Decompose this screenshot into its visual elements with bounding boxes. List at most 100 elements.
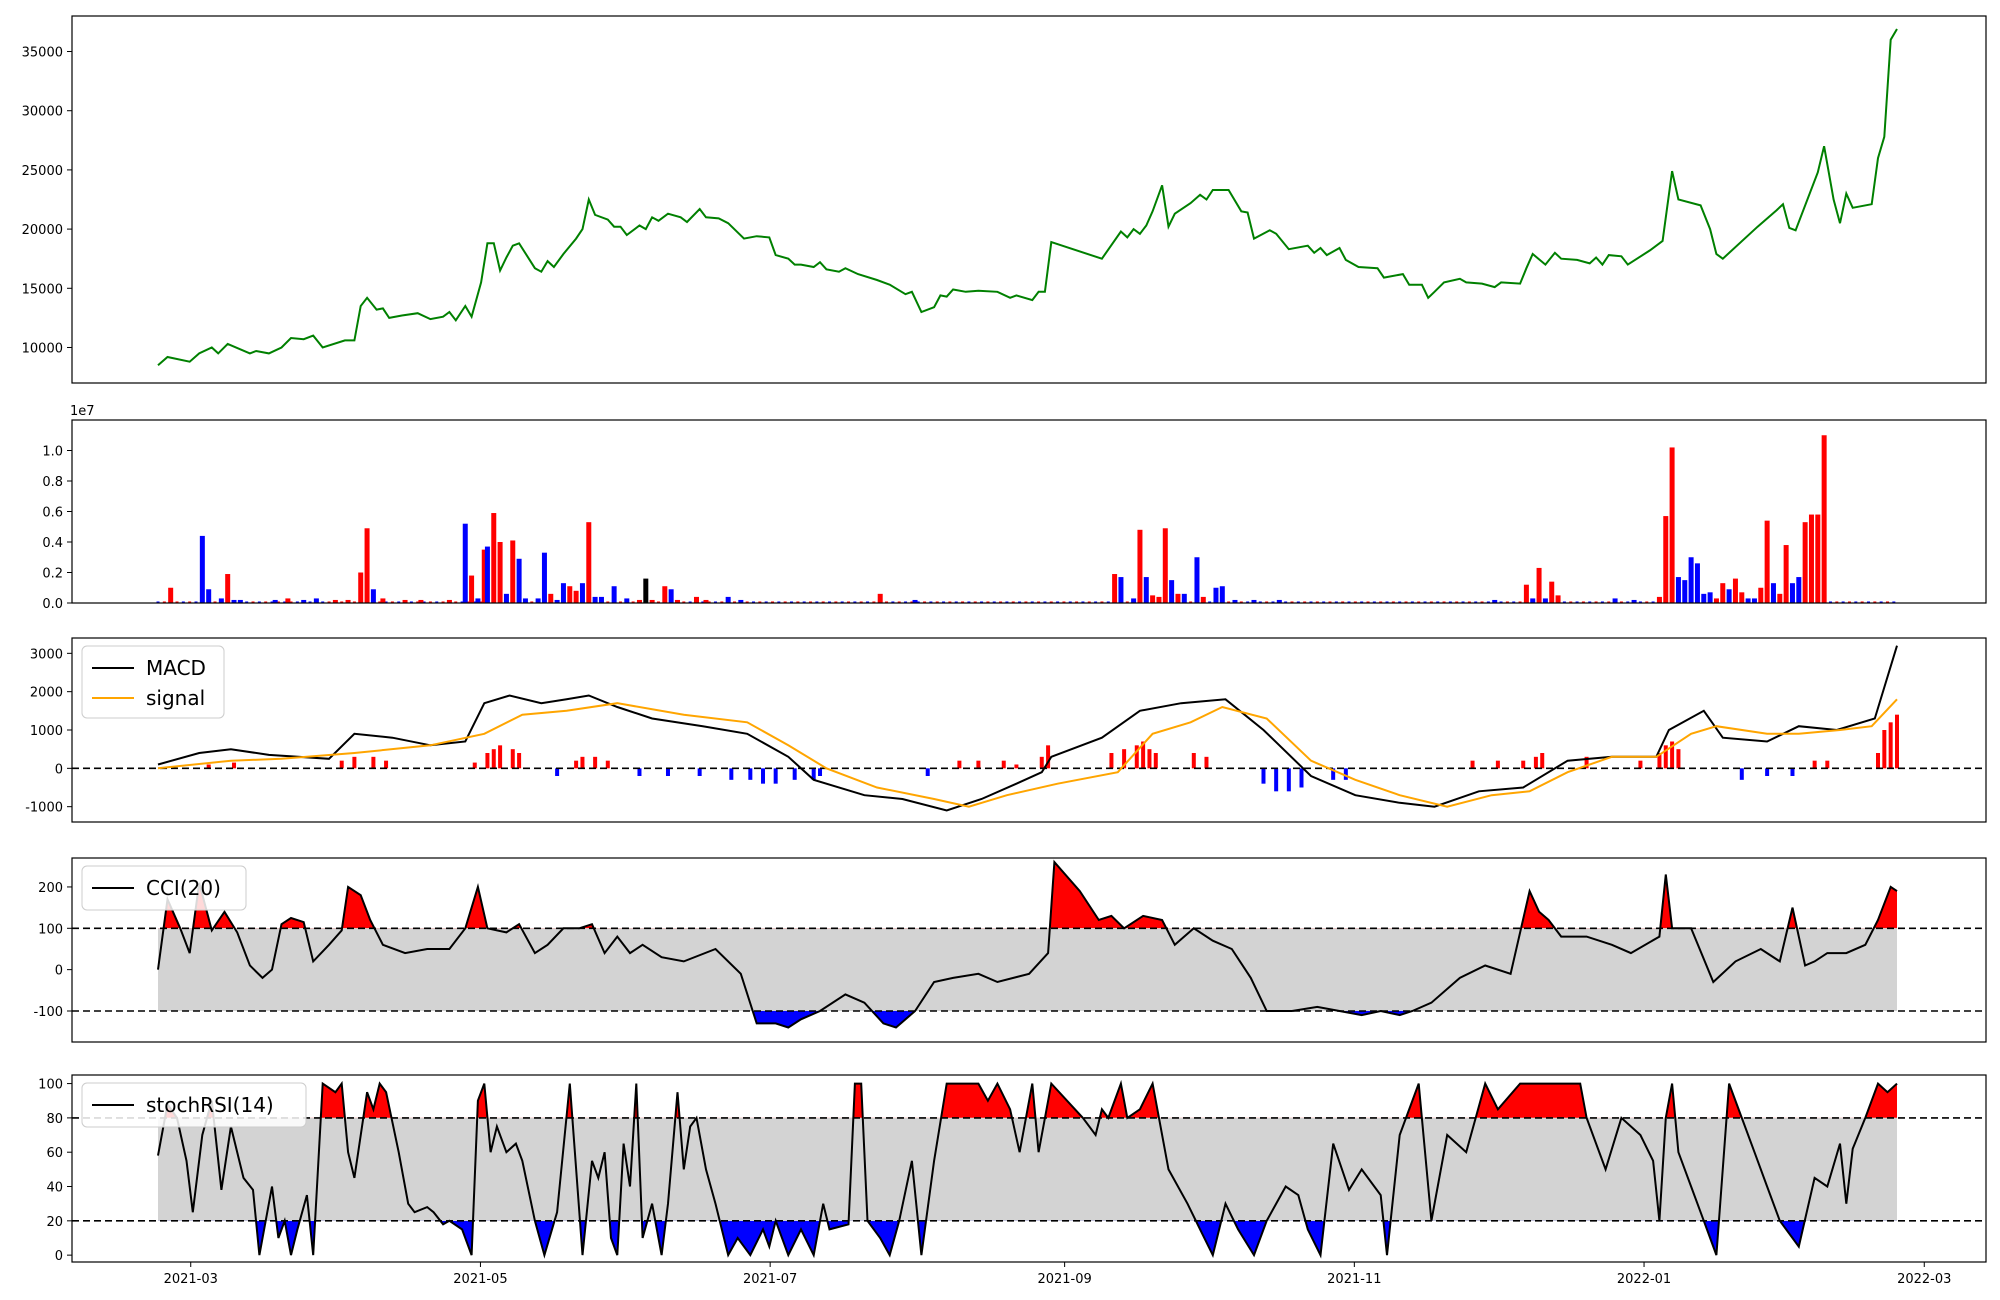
volume-bar [1087, 601, 1091, 603]
volume-bar [1334, 601, 1338, 603]
macd-hist-bar [729, 768, 734, 780]
volume-bar [815, 601, 819, 603]
macd-hist-bar [1147, 749, 1152, 769]
y-tick-label: 0.2 [42, 567, 63, 582]
macd-hist-bar [818, 768, 823, 776]
volume-bar [1037, 601, 1041, 603]
volume-bar [1137, 529, 1143, 603]
volume-bar [1232, 599, 1238, 603]
volume-bar [332, 599, 338, 603]
volume-bar [1480, 601, 1484, 603]
volume-bar [378, 601, 382, 603]
volume-bar [479, 601, 483, 603]
volume-bar [1675, 577, 1681, 603]
volume-bar [1208, 601, 1212, 603]
macd-hist-bar [1122, 749, 1127, 769]
volume-bar [560, 583, 566, 603]
volume-bar [618, 601, 622, 603]
legend-box [81, 645, 225, 719]
volume-bar [1530, 598, 1536, 603]
macd-hist-bar [1533, 756, 1538, 769]
macd-hist-bar [1521, 760, 1526, 769]
volume-bar [1467, 601, 1471, 603]
volume-bar [866, 601, 870, 603]
macd-hist-bar [1812, 760, 1817, 769]
volume-bar [1303, 601, 1307, 603]
volume-bar [1030, 601, 1034, 603]
volume-bar [213, 601, 217, 603]
volume-bar [1688, 557, 1694, 603]
volume-bar [1518, 601, 1522, 603]
volume-bar [1841, 601, 1845, 603]
volume-bar [897, 601, 901, 603]
macd-hist-bar [1134, 745, 1139, 769]
x-tick-label: 2021-09 [1037, 1272, 1091, 1287]
legend-label: MACD [146, 656, 206, 680]
volume-bar [1669, 447, 1675, 603]
macd-hist-bar [1286, 768, 1291, 792]
macd-hist-bar [593, 756, 598, 769]
macd-hist-bar [976, 760, 981, 769]
macd-hist-bar [1191, 753, 1196, 769]
macd-hist-bar [697, 768, 702, 776]
macd-hist-bar [384, 760, 389, 769]
macd-hist-bar [1470, 760, 1475, 769]
volume-bar [1555, 595, 1561, 603]
volume-bar [1707, 592, 1713, 603]
volume-bar [1398, 601, 1402, 603]
volume-bar [872, 601, 876, 603]
macd-hist-bar [748, 768, 753, 780]
volume-bar [1645, 601, 1649, 603]
volume-bar [225, 574, 231, 603]
volume-bar [276, 601, 280, 603]
volume-bar [606, 601, 610, 603]
volume-bar [1745, 598, 1751, 603]
y-tick-label: 2000 [30, 686, 63, 701]
stochrsi-panel-legend: stochRSI(14) [81, 1082, 307, 1128]
volume-bar [1024, 601, 1028, 603]
plot-frame [71, 857, 1987, 1043]
volume-bar [484, 546, 490, 603]
macd-hist-bar [1739, 768, 1744, 780]
volume-bar [720, 601, 724, 603]
volume-bar [1372, 601, 1376, 603]
volume-bar [809, 601, 813, 603]
volume-bar [1701, 593, 1707, 603]
volume-bar [1694, 563, 1700, 603]
volume-bar [821, 601, 825, 603]
volume-bar [352, 601, 356, 603]
macd-hist-bar [1109, 753, 1114, 769]
volume-bar [469, 575, 475, 603]
volume-bar [446, 599, 452, 603]
macd-hist-bar [1331, 768, 1336, 780]
volume-bar [732, 601, 736, 603]
volume-bar [466, 601, 470, 603]
volume-bar [181, 601, 185, 603]
volume-bar [1239, 601, 1243, 603]
volume-scale-label: 1e7 [70, 404, 95, 419]
volume-bar [1461, 601, 1465, 603]
volume-bar [1499, 601, 1503, 603]
volume-bar [1290, 601, 1294, 603]
volume-bar [1043, 601, 1047, 603]
macd-hist-bar [472, 762, 477, 769]
macd-hist-bar [510, 749, 515, 769]
volume-bar [1169, 580, 1175, 603]
macd-hist-bar [1895, 714, 1899, 769]
legend-label: stochRSI(14) [146, 1093, 274, 1117]
y-tick-label: 1.0 [42, 445, 63, 460]
volume-bar [428, 601, 432, 603]
macd-hist-bar [1882, 730, 1887, 769]
volume-bar [980, 601, 984, 603]
volume-bar [1227, 601, 1231, 603]
volume-bar [713, 601, 717, 603]
macd-hist-bar [517, 753, 522, 769]
volume-bar [1118, 577, 1124, 603]
volume-bar [384, 601, 388, 603]
volume-bar [1309, 601, 1313, 603]
macd-hist-bar [773, 768, 778, 784]
x-tick-label: 2021-05 [453, 1272, 507, 1287]
volume-bar [1828, 601, 1832, 603]
y-tick-label: 40 [46, 1181, 63, 1196]
volume-panel: 0.0 0.2 0.4 0.6 0.8 1.0 1e7 [42, 404, 1987, 612]
